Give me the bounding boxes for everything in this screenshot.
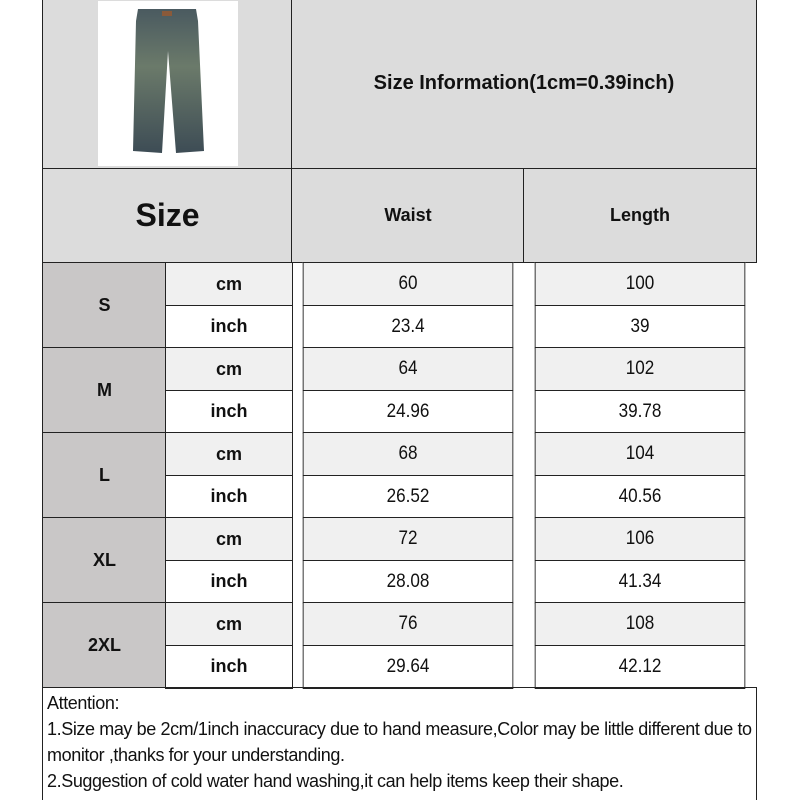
length-value: 41.34 bbox=[534, 559, 746, 604]
unit-label: cm bbox=[165, 602, 293, 646]
length-value: 39 bbox=[534, 304, 746, 349]
attention-note: Attention: 1.Size may be 2cm/1inch inacc… bbox=[42, 687, 757, 800]
jeans-image bbox=[98, 1, 238, 166]
unit-label: cm bbox=[165, 262, 293, 306]
waist-value: 72 bbox=[302, 517, 514, 561]
product-image-cell bbox=[42, 0, 293, 169]
waist-value: 64 bbox=[302, 347, 514, 391]
waist-value: 76 bbox=[302, 602, 514, 646]
attention-title: Attention: bbox=[47, 693, 120, 713]
length-value: 39.78 bbox=[534, 389, 746, 434]
unit-label: cm bbox=[165, 517, 293, 561]
title-cell: Size Information(1cm=0.39inch) bbox=[291, 0, 757, 169]
length-value: 100 bbox=[534, 262, 746, 306]
waist-value: 28.08 bbox=[302, 559, 514, 604]
unit-label: inch bbox=[165, 474, 293, 519]
length-value: 102 bbox=[534, 347, 746, 391]
length-value: 42.12 bbox=[534, 644, 746, 689]
size-label: S bbox=[42, 262, 167, 348]
waist-value: 24.96 bbox=[302, 389, 514, 434]
waist-value: 68 bbox=[302, 432, 514, 476]
length-value: 40.56 bbox=[534, 474, 746, 519]
unit-label: cm bbox=[165, 432, 293, 476]
waist-header: Waist bbox=[291, 168, 525, 263]
size-header: Size bbox=[42, 168, 293, 263]
waist-value: 23.4 bbox=[302, 304, 514, 349]
size-label: L bbox=[42, 432, 167, 518]
size-label: 2XL bbox=[42, 602, 167, 688]
size-label: M bbox=[42, 347, 167, 433]
unit-label: inch bbox=[165, 644, 293, 689]
unit-label: inch bbox=[165, 304, 293, 349]
waist-value: 29.64 bbox=[302, 644, 514, 689]
unit-label: inch bbox=[165, 389, 293, 434]
length-header: Length bbox=[523, 168, 757, 263]
size-label: XL bbox=[42, 517, 167, 603]
length-value: 104 bbox=[534, 432, 746, 476]
unit-label: inch bbox=[165, 559, 293, 604]
unit-label: cm bbox=[165, 347, 293, 391]
attention-line-2: 2.Suggestion of cold water hand washing,… bbox=[47, 771, 624, 791]
waist-value: 26.52 bbox=[302, 474, 514, 519]
length-value: 106 bbox=[534, 517, 746, 561]
length-value: 108 bbox=[534, 602, 746, 646]
waist-value: 60 bbox=[302, 262, 514, 306]
attention-line-1: 1.Size may be 2cm/1inch inaccuracy due t… bbox=[47, 719, 752, 765]
